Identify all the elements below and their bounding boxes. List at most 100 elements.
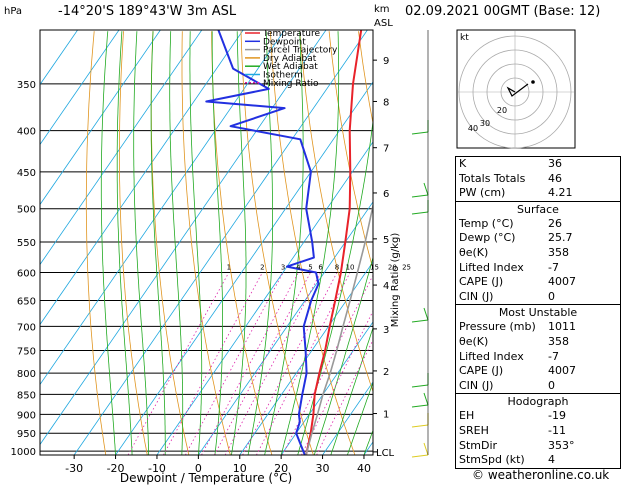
km-tick-label: 9 <box>383 56 389 67</box>
isotherm-line <box>156 141 373 455</box>
index-row-tt: Totals Totals 46 <box>459 171 562 185</box>
temperature-tick-label: -10 <box>148 462 166 475</box>
isotherm-line <box>40 30 203 266</box>
temperature-tick-label: 10 <box>233 462 247 475</box>
wind-barb <box>423 442 429 456</box>
pressure-tick-label: 400 <box>17 127 36 138</box>
surface-section: Surface Temp (°C) 26 Dewp (°C) 25.7 θe(K) 3… <box>456 200 620 305</box>
mixing-ratio-label: 25 <box>402 263 411 271</box>
km-tick-label: 7 <box>383 144 389 155</box>
wet-adiabat-line <box>347 381 373 455</box>
km-tick-label: 4 <box>383 281 389 292</box>
wet-adiabat-line <box>116 31 133 455</box>
hodo-eh-row: EH -19 <box>459 409 566 423</box>
wind-barb-flag <box>411 384 429 388</box>
km-tick-label: 2 <box>383 367 389 378</box>
indices-panel: K 36 Totals Totals 46 PW (cm) 4.21 Surface … <box>455 156 621 469</box>
km-tick-label: 6 <box>383 189 389 200</box>
mu-cape-row: CAPE (J) 4007 <box>459 364 576 378</box>
mixing-ratio-label: 6 <box>318 263 323 271</box>
temperature-tick-label: -30 <box>65 462 83 475</box>
wind-barb <box>423 307 429 321</box>
km-tick-label: LCL <box>376 448 395 459</box>
pressure-tick-label: 850 <box>17 390 36 401</box>
mixing-ratio-axis-label: Mixing Ratio (g/kg) <box>390 233 401 328</box>
surface-temp-row: Temp (°C) 26 <box>459 216 562 230</box>
dry-adiabat-line <box>211 31 273 455</box>
index-row-k: K 36 <box>459 157 562 170</box>
legend-label-mixing-ratio: Mixing Ratio <box>263 79 319 89</box>
pressure-tick-label: 550 <box>17 238 36 249</box>
hodo-stmdir-row: StmDir 353° <box>459 438 575 452</box>
temperature-tick-label: 0 <box>195 462 202 475</box>
wind-barb-flag <box>411 424 429 428</box>
hodograph-ring-label: 30 <box>480 119 490 128</box>
dewpoint-line <box>205 30 320 455</box>
mixing-ratio-label: 4 <box>296 263 301 271</box>
pressure-tick-label: 600 <box>17 268 36 279</box>
km-tick-label: 8 <box>383 97 389 108</box>
pressure-unit-label: hPa <box>4 6 22 17</box>
hodograph-ring-label: 40 <box>468 124 478 133</box>
hodograph-title: Hodograph <box>507 395 569 409</box>
most-unstable-section: Most Unstable Pressure (mb) 1011 θe(K) 358… <box>456 304 620 393</box>
surface-cin-row: CIN (J) 0 <box>459 289 555 303</box>
mu-theta-row: θe(K) 358 <box>459 334 569 348</box>
dry-adiabat-line <box>181 31 231 455</box>
mixing-ratio-line <box>224 272 321 455</box>
hodo-sreh-row: SREH -11 <box>459 423 566 437</box>
hodograph-trace <box>506 83 529 97</box>
wet-adiabat-line <box>211 31 223 455</box>
wind-barb-flag <box>411 194 429 198</box>
isotherm-line <box>40 30 244 326</box>
mixing-ratio-label: 15 <box>370 263 379 271</box>
wet-adiabat-line <box>100 31 116 455</box>
isotherm-line <box>280 321 373 455</box>
mixing-ratio-line <box>256 272 351 455</box>
wind-barb-flag <box>411 454 429 458</box>
legend-label-dewpoint: Dewpoint <box>263 37 306 47</box>
pressure-tick-label: 350 <box>17 80 36 91</box>
pressure-tick-label: 1000 <box>11 447 36 458</box>
km-tick-label: 1 <box>383 410 389 421</box>
wind-barb-flag <box>411 131 429 135</box>
mu-li-row: Lifted Index -7 <box>459 349 559 363</box>
surface-title: Surface <box>517 202 559 216</box>
dry-adiabat-line <box>299 31 373 393</box>
km-tick-label: 3 <box>383 325 389 336</box>
mixing-ratio-label: 2 <box>260 263 264 271</box>
pressure-tick-label: 950 <box>17 429 36 440</box>
wet-adiabat-line <box>280 31 340 455</box>
most-unstable-title: Most Unstable <box>498 306 578 320</box>
km-tick-label: 5 <box>383 235 389 246</box>
pressure-tick-label: 750 <box>17 347 36 358</box>
pressure-tick-label: 700 <box>17 322 36 333</box>
wet-adiabat-line <box>169 31 184 455</box>
km-unit-label: km <box>374 4 390 15</box>
surface-dewp-row: Dewp (°C) 25.7 <box>459 231 573 245</box>
temperature-tick-label: -20 <box>107 462 125 475</box>
surface-theta-row: θe(K) 358 <box>459 245 569 259</box>
index-row-pw: PW (cm) 4.21 <box>459 186 573 200</box>
isotherm-line <box>40 30 120 146</box>
parcel-trajectory-line <box>305 201 373 455</box>
legend-label-wet-adiabat: Wet Adiabat <box>263 62 318 72</box>
hodograph-unit-label: kt <box>460 33 469 43</box>
mixing-ratio-label: 1 <box>227 263 231 271</box>
mixing-ratio-line <box>242 272 338 455</box>
pressure-tick-label: 450 <box>17 168 36 179</box>
surface-cape-row: CAPE (J) 4007 <box>459 275 576 289</box>
wet-adiabat-line <box>133 31 150 455</box>
mixing-ratio-line <box>301 310 373 455</box>
mixing-ratio-line <box>316 339 373 455</box>
isotherm-line <box>239 261 373 455</box>
asl-unit-label: ASL <box>374 18 393 29</box>
wet-adiabat-line <box>313 256 373 455</box>
wind-barb-flag <box>411 211 429 215</box>
copyright-text: © weatheronline.co.uk <box>472 468 610 482</box>
wet-adiabat-line <box>150 31 166 455</box>
mixing-ratio-label: 20 <box>388 263 397 271</box>
dry-adiabat-line <box>150 31 190 455</box>
